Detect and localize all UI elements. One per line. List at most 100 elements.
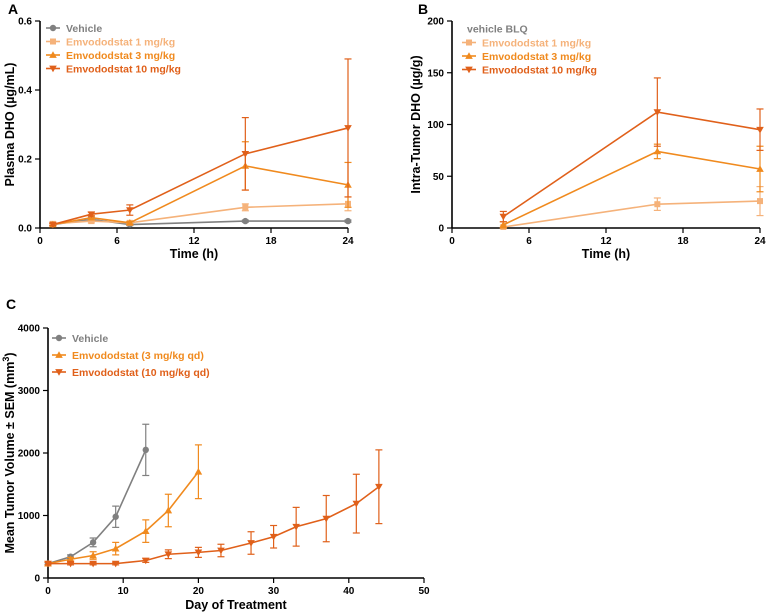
x-tick-label: 6 xyxy=(114,236,120,247)
legend-entry: Emvododstat 3 mg/kg xyxy=(46,50,175,62)
data-point xyxy=(499,221,508,228)
legend-entry: Emvododstat (3 mg/kg qd) xyxy=(52,350,204,362)
y-tick-label: 100 xyxy=(427,120,444,131)
data-point xyxy=(352,500,361,508)
x-tick-label: 40 xyxy=(343,586,355,597)
x-tick-label: 12 xyxy=(188,236,200,247)
y-tick-label: 0 xyxy=(34,574,40,585)
data-point xyxy=(269,533,278,541)
data-point xyxy=(66,555,75,563)
data-point xyxy=(242,204,249,211)
legend-label: Emvododstat 1 mg/kg xyxy=(482,37,591,49)
data-point xyxy=(126,219,134,226)
data-point xyxy=(89,539,97,546)
data-point xyxy=(322,515,331,523)
data-point xyxy=(142,446,149,454)
data-point xyxy=(217,547,225,555)
series-line xyxy=(47,449,147,565)
y-tick-label: 1000 xyxy=(18,511,41,522)
legend-entry: Emvododstat (10 mg/kg qd) xyxy=(52,367,210,379)
data-point xyxy=(292,523,300,531)
data-point xyxy=(141,557,150,565)
x-axis-label: Time (h) xyxy=(170,247,218,261)
data-point xyxy=(66,560,75,568)
legend-marker xyxy=(55,334,63,342)
x-axis-label: Time (h) xyxy=(582,247,630,261)
x-tick-label: 30 xyxy=(268,586,280,597)
y-tick-label: 4000 xyxy=(18,324,41,335)
x-axis-label: Day of Treatment xyxy=(185,598,287,612)
legend-entry: Emvododstat 1 mg/kg xyxy=(462,37,591,49)
series-line xyxy=(48,486,380,565)
y-tick-label: 0.6 xyxy=(18,17,32,28)
legend-label: Vehicle xyxy=(66,23,102,35)
legend-label: Emvododstat 3 mg/kg xyxy=(66,50,175,62)
y-tick-label: 2000 xyxy=(18,449,41,460)
x-tick-label: 24 xyxy=(754,236,766,247)
panel-label: A xyxy=(8,1,18,17)
series xyxy=(44,444,203,567)
y-axis-label: Plasma DHO (µg/mL) xyxy=(3,63,17,187)
legend-label: Vehicle xyxy=(72,333,108,345)
x-tick-label: 12 xyxy=(600,236,612,247)
legend-label: Emvododstat 1 mg/kg xyxy=(66,36,175,48)
data-point xyxy=(126,207,134,214)
x-tick-label: 24 xyxy=(342,236,354,247)
series xyxy=(499,77,764,223)
legend-marker xyxy=(465,66,473,74)
data-point xyxy=(654,201,661,208)
legend-label: Emvododstat (3 mg/kg qd) xyxy=(72,350,204,362)
data-point xyxy=(194,467,203,475)
legend-marker xyxy=(49,51,57,58)
x-tick-label: 18 xyxy=(265,236,277,247)
legend-entry: Emvododstat 10 mg/kg xyxy=(46,63,181,75)
legend-label: Emvododstat (10 mg/kg qd) xyxy=(72,367,210,379)
panel-c: C 0 1000 2000 3000 4000 0 10 20 30 40 50 Day of Trea… xyxy=(1,296,430,612)
legend-entry: Emvododstat 3 mg/kg xyxy=(462,51,591,63)
data-point xyxy=(344,217,352,225)
legend-entry: Emvododstat 10 mg/kg xyxy=(462,64,597,76)
data-point xyxy=(112,513,119,520)
data-point xyxy=(756,126,764,134)
data-point xyxy=(241,150,250,158)
series xyxy=(49,58,352,229)
data-point xyxy=(757,198,763,205)
data-point xyxy=(344,125,352,132)
data-point xyxy=(111,544,120,552)
data-point xyxy=(164,506,173,514)
data-point xyxy=(375,483,383,491)
data-point xyxy=(247,540,255,547)
series xyxy=(499,143,764,229)
data-point xyxy=(164,551,173,559)
x-tick-label: 0 xyxy=(45,586,51,597)
legend-label: Emvododstat 3 mg/kg xyxy=(482,51,591,63)
series xyxy=(44,449,383,568)
legend-marker xyxy=(466,39,472,46)
legend-entry: Emvododstat 1 mg/kg xyxy=(46,36,175,48)
data-point xyxy=(44,560,52,568)
x-tick-label: 10 xyxy=(118,586,130,597)
series-line xyxy=(503,200,761,228)
data-point xyxy=(49,221,57,229)
legend-entry: Vehicle xyxy=(52,333,108,345)
legend-label: Emvododstat 10 mg/kg xyxy=(482,64,597,76)
series xyxy=(44,423,150,567)
y-tick-label: 0.4 xyxy=(18,86,32,97)
legend-marker xyxy=(49,24,57,32)
data-point xyxy=(242,217,249,225)
y-axis-label: Intra-Tumor DHO (µg/g) xyxy=(409,55,423,193)
legend-marker xyxy=(465,52,473,59)
data-point xyxy=(88,218,95,225)
data-point xyxy=(87,211,96,218)
y-tick-label: 50 xyxy=(433,172,445,183)
x-tick-label: 0 xyxy=(37,236,43,247)
data-point xyxy=(653,109,662,116)
x-tick-label: 18 xyxy=(677,236,689,247)
series-line xyxy=(52,165,349,226)
legend-label: Emvododstat 10 mg/kg xyxy=(66,63,181,75)
data-point xyxy=(89,560,97,568)
y-tick-label: 0.2 xyxy=(18,155,32,166)
legend-marker xyxy=(55,369,63,376)
data-point xyxy=(653,147,662,155)
